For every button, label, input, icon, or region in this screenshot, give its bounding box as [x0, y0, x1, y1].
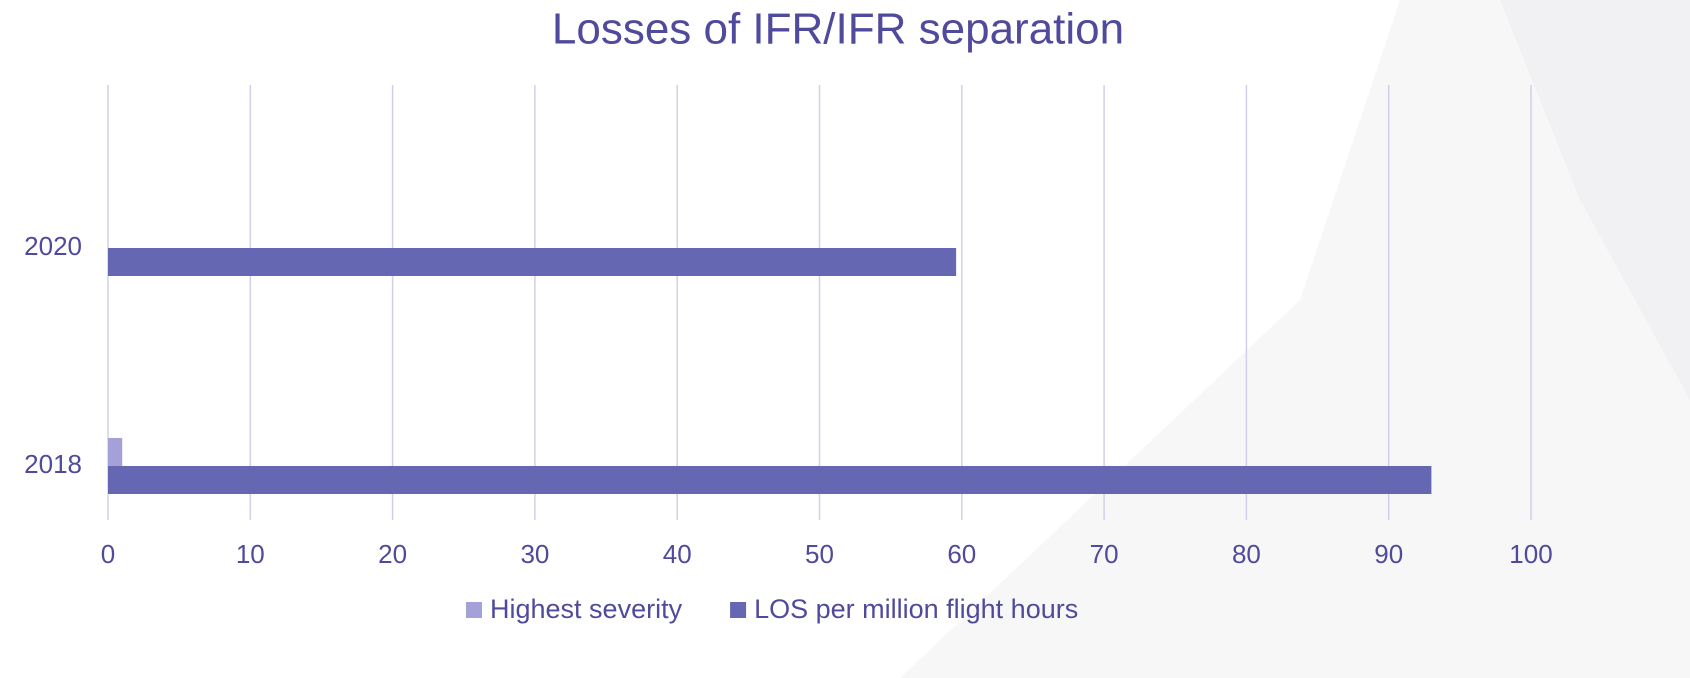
x-tick-label: 70: [1090, 539, 1119, 569]
x-tick-label: 50: [805, 539, 834, 569]
x-tick-label: 0: [101, 539, 115, 569]
chart-title: Losses of IFR/IFR separation: [552, 5, 1124, 54]
x-tick-label: 40: [663, 539, 692, 569]
x-tick-label: 80: [1232, 539, 1261, 569]
legend-swatch: [730, 602, 747, 618]
x-tick-label: 60: [947, 539, 976, 569]
x-tick-label: 30: [520, 539, 549, 569]
legend-label: Highest severity: [490, 594, 683, 624]
x-tick-label: 20: [378, 539, 407, 569]
background-shape: [1500, 0, 1690, 400]
x-tick-label: 10: [236, 539, 265, 569]
legend-label: LOS per million flight hours: [754, 594, 1078, 624]
legend-swatch: [466, 602, 482, 618]
bar: [108, 248, 957, 276]
bar: [108, 438, 123, 466]
x-tick-label: 90: [1374, 539, 1403, 569]
y-tick-label: 2018: [24, 449, 82, 479]
bar: [108, 466, 1432, 494]
y-tick-label: 2020: [24, 231, 82, 261]
background-shape: [900, 0, 1690, 678]
x-tick-label: 100: [1509, 539, 1552, 569]
